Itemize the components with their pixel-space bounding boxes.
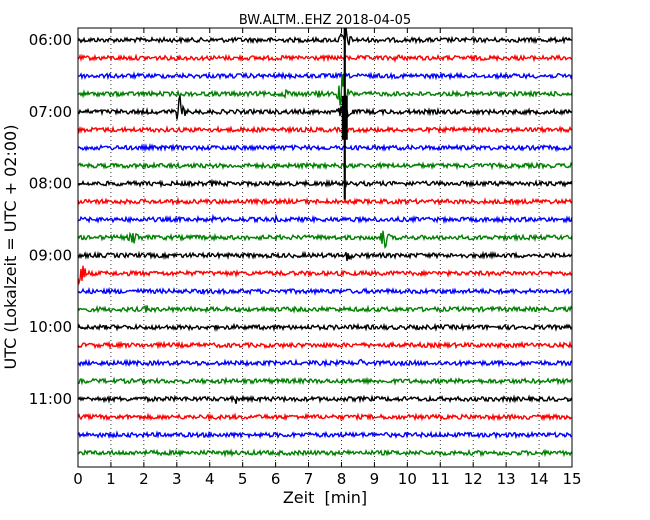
- trace-0930: [77, 286, 573, 296]
- x-tick-label: 3: [172, 470, 182, 488]
- trace-0900: [77, 250, 573, 261]
- trace-0630: [77, 71, 573, 81]
- trace-0715: [77, 125, 573, 135]
- trace-0845: [77, 230, 573, 249]
- x-tick-label: 5: [238, 470, 248, 488]
- plot-frame: [77, 27, 573, 468]
- event-burst: [341, 95, 348, 140]
- x-tick-label: 7: [304, 470, 314, 488]
- trace-0915: [77, 265, 573, 286]
- x-tick-label: 9: [370, 470, 380, 488]
- trace-0615: [77, 53, 573, 64]
- y-axis-label: UTC (Lokalzeit = UTC + 02:00): [1, 125, 20, 370]
- x-tick-label: 8: [337, 470, 347, 488]
- x-tick-label: 0: [73, 470, 83, 488]
- x-tick-label: 6: [271, 470, 281, 488]
- trace-0945: [77, 304, 573, 314]
- y-tick-label: 08:00: [29, 175, 72, 193]
- x-axis-label: Zeit [min]: [283, 488, 367, 507]
- x-tick-label: 14: [530, 470, 549, 488]
- x-tick-label: 11: [431, 470, 450, 488]
- trace-0600: [77, 27, 573, 46]
- y-tick-label: 06:00: [29, 31, 72, 49]
- trace-area: [77, 27, 573, 458]
- y-tick-label: 07:00: [29, 103, 72, 121]
- trace-1145: [77, 448, 573, 458]
- y-tick-label: 11:00: [29, 390, 72, 408]
- x-tick-label: 12: [464, 470, 483, 488]
- trace-1045: [77, 376, 573, 386]
- trace-0730: [77, 143, 573, 153]
- trace-1115: [77, 412, 573, 422]
- x-tick-label: 13: [497, 470, 516, 488]
- axis-ticks: 0 1 2 3 4 5 6 7 8 9 10 11 12 13 14 1506:0007:0008:0009:…: [29, 28, 582, 488]
- trace-0645: [77, 73, 573, 106]
- y-tick-label: 10:00: [29, 318, 72, 336]
- x-tick-label: 10: [398, 470, 417, 488]
- trace-0830: [77, 213, 573, 225]
- trace-0700: [77, 95, 573, 121]
- trace-1000: [77, 322, 573, 332]
- chart-title: BW.ALTM..EHZ 2018-04-05: [239, 13, 411, 28]
- y-tick-label: 09:00: [29, 246, 72, 264]
- trace-0800: [77, 178, 573, 189]
- x-tick-label: 1: [106, 470, 116, 488]
- trace-1015: [77, 340, 573, 350]
- trace-1100: [77, 394, 573, 404]
- trace-0815: [77, 196, 573, 207]
- x-tick-label: 15: [562, 470, 581, 488]
- trace-1030: [77, 358, 573, 368]
- x-tick-label: 2: [139, 470, 149, 488]
- trace-1130: [77, 430, 573, 440]
- x-tick-label: 4: [205, 470, 215, 488]
- trace-0745: [77, 161, 573, 171]
